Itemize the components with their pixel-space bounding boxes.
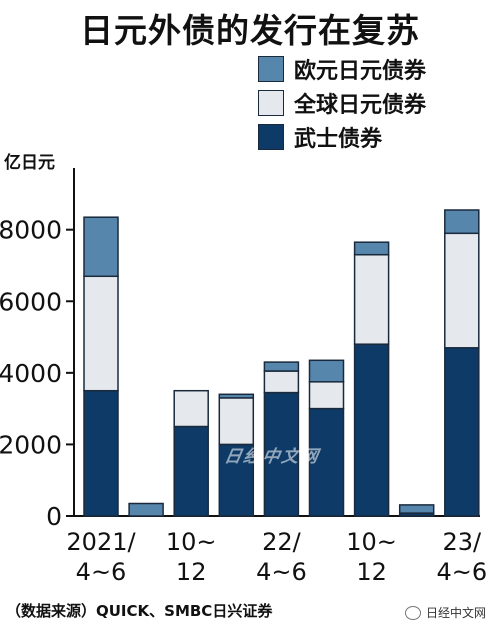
x-tick-label-line2: 12 (176, 558, 207, 586)
brand-badge: 日经中文网 (404, 604, 486, 621)
legend-item-global: 全球日元债券 (258, 86, 426, 120)
bar-segment-global (83, 275, 119, 392)
bar-segment-euroyen (218, 393, 255, 399)
bar-segment-euroyen (308, 359, 345, 383)
chart-title: 日元外债的发行在复苏 (80, 11, 420, 50)
bar-segment-euroyen (398, 504, 435, 514)
bar-segment-global (263, 370, 300, 394)
bar-segment-euroyen (444, 209, 480, 235)
x-tick-label-line1: 2021/ (66, 528, 136, 556)
watermark-text: 日经中文网 (222, 447, 322, 467)
bar-segment-global (308, 381, 345, 410)
legend-item-euroyen: 欧元日元债券 (258, 52, 426, 86)
y-tick-label: 6000 (0, 287, 62, 316)
bar-segment-samurai (263, 391, 300, 517)
legend-swatch-samurai (258, 124, 284, 150)
bar-segment-samurai (444, 347, 480, 517)
source-note: （数据来源）QUICK、SMBC日兴证券 (6, 602, 273, 620)
bar-segment-samurai (353, 343, 390, 517)
x-tick-label-line2: 4~6 (256, 558, 307, 586)
x-tick-label-line1: 10~ (346, 528, 397, 556)
x-tick-label-line2: 12 (356, 558, 387, 586)
bar-segment-euroyen (128, 502, 164, 517)
bar-segment-global (353, 253, 390, 345)
bar-segment-global (218, 397, 255, 446)
wechat-icon (404, 605, 421, 620)
x-tick-label-line1: 23/ (442, 528, 482, 556)
bar-segment-samurai (83, 389, 119, 517)
y-tick-label: 2000 (0, 430, 62, 459)
legend-label-euroyen: 欧元日元债券 (294, 59, 427, 84)
y-tick-label: 4000 (0, 359, 62, 388)
y-tick-label: 0 (46, 502, 62, 531)
y-tick-label: 8000 (0, 216, 62, 245)
x-tick-label-line1: 10~ (166, 528, 217, 556)
bar-segment-samurai (173, 425, 209, 517)
x-tick-label-line2: 4~6 (76, 558, 127, 586)
x-tick-label-line2: 4~6 (436, 558, 487, 586)
bar-segment-samurai (218, 443, 255, 517)
legend: 欧元日元债券 全球日元债券 武士债券 (258, 52, 426, 154)
bar-segment-euroyen (83, 216, 119, 278)
bar-segment-global (173, 389, 209, 428)
bar-segment-samurai (308, 407, 345, 517)
x-tick-label-line1: 22/ (262, 528, 302, 556)
bar-segment-euroyen (353, 241, 390, 256)
legend-item-samurai: 武士债券 (258, 120, 426, 154)
bar-segment-global (444, 232, 480, 349)
y-axis-unit-label: 亿日元 (4, 152, 55, 173)
brand-label: 日经中文网 (425, 606, 486, 620)
legend-swatch-euroyen (258, 56, 284, 82)
legend-swatch-global (258, 90, 284, 116)
legend-label-global: 全球日元债券 (294, 93, 427, 118)
bar-segment-euroyen (263, 361, 300, 372)
legend-label-samurai: 武士债券 (294, 127, 383, 152)
